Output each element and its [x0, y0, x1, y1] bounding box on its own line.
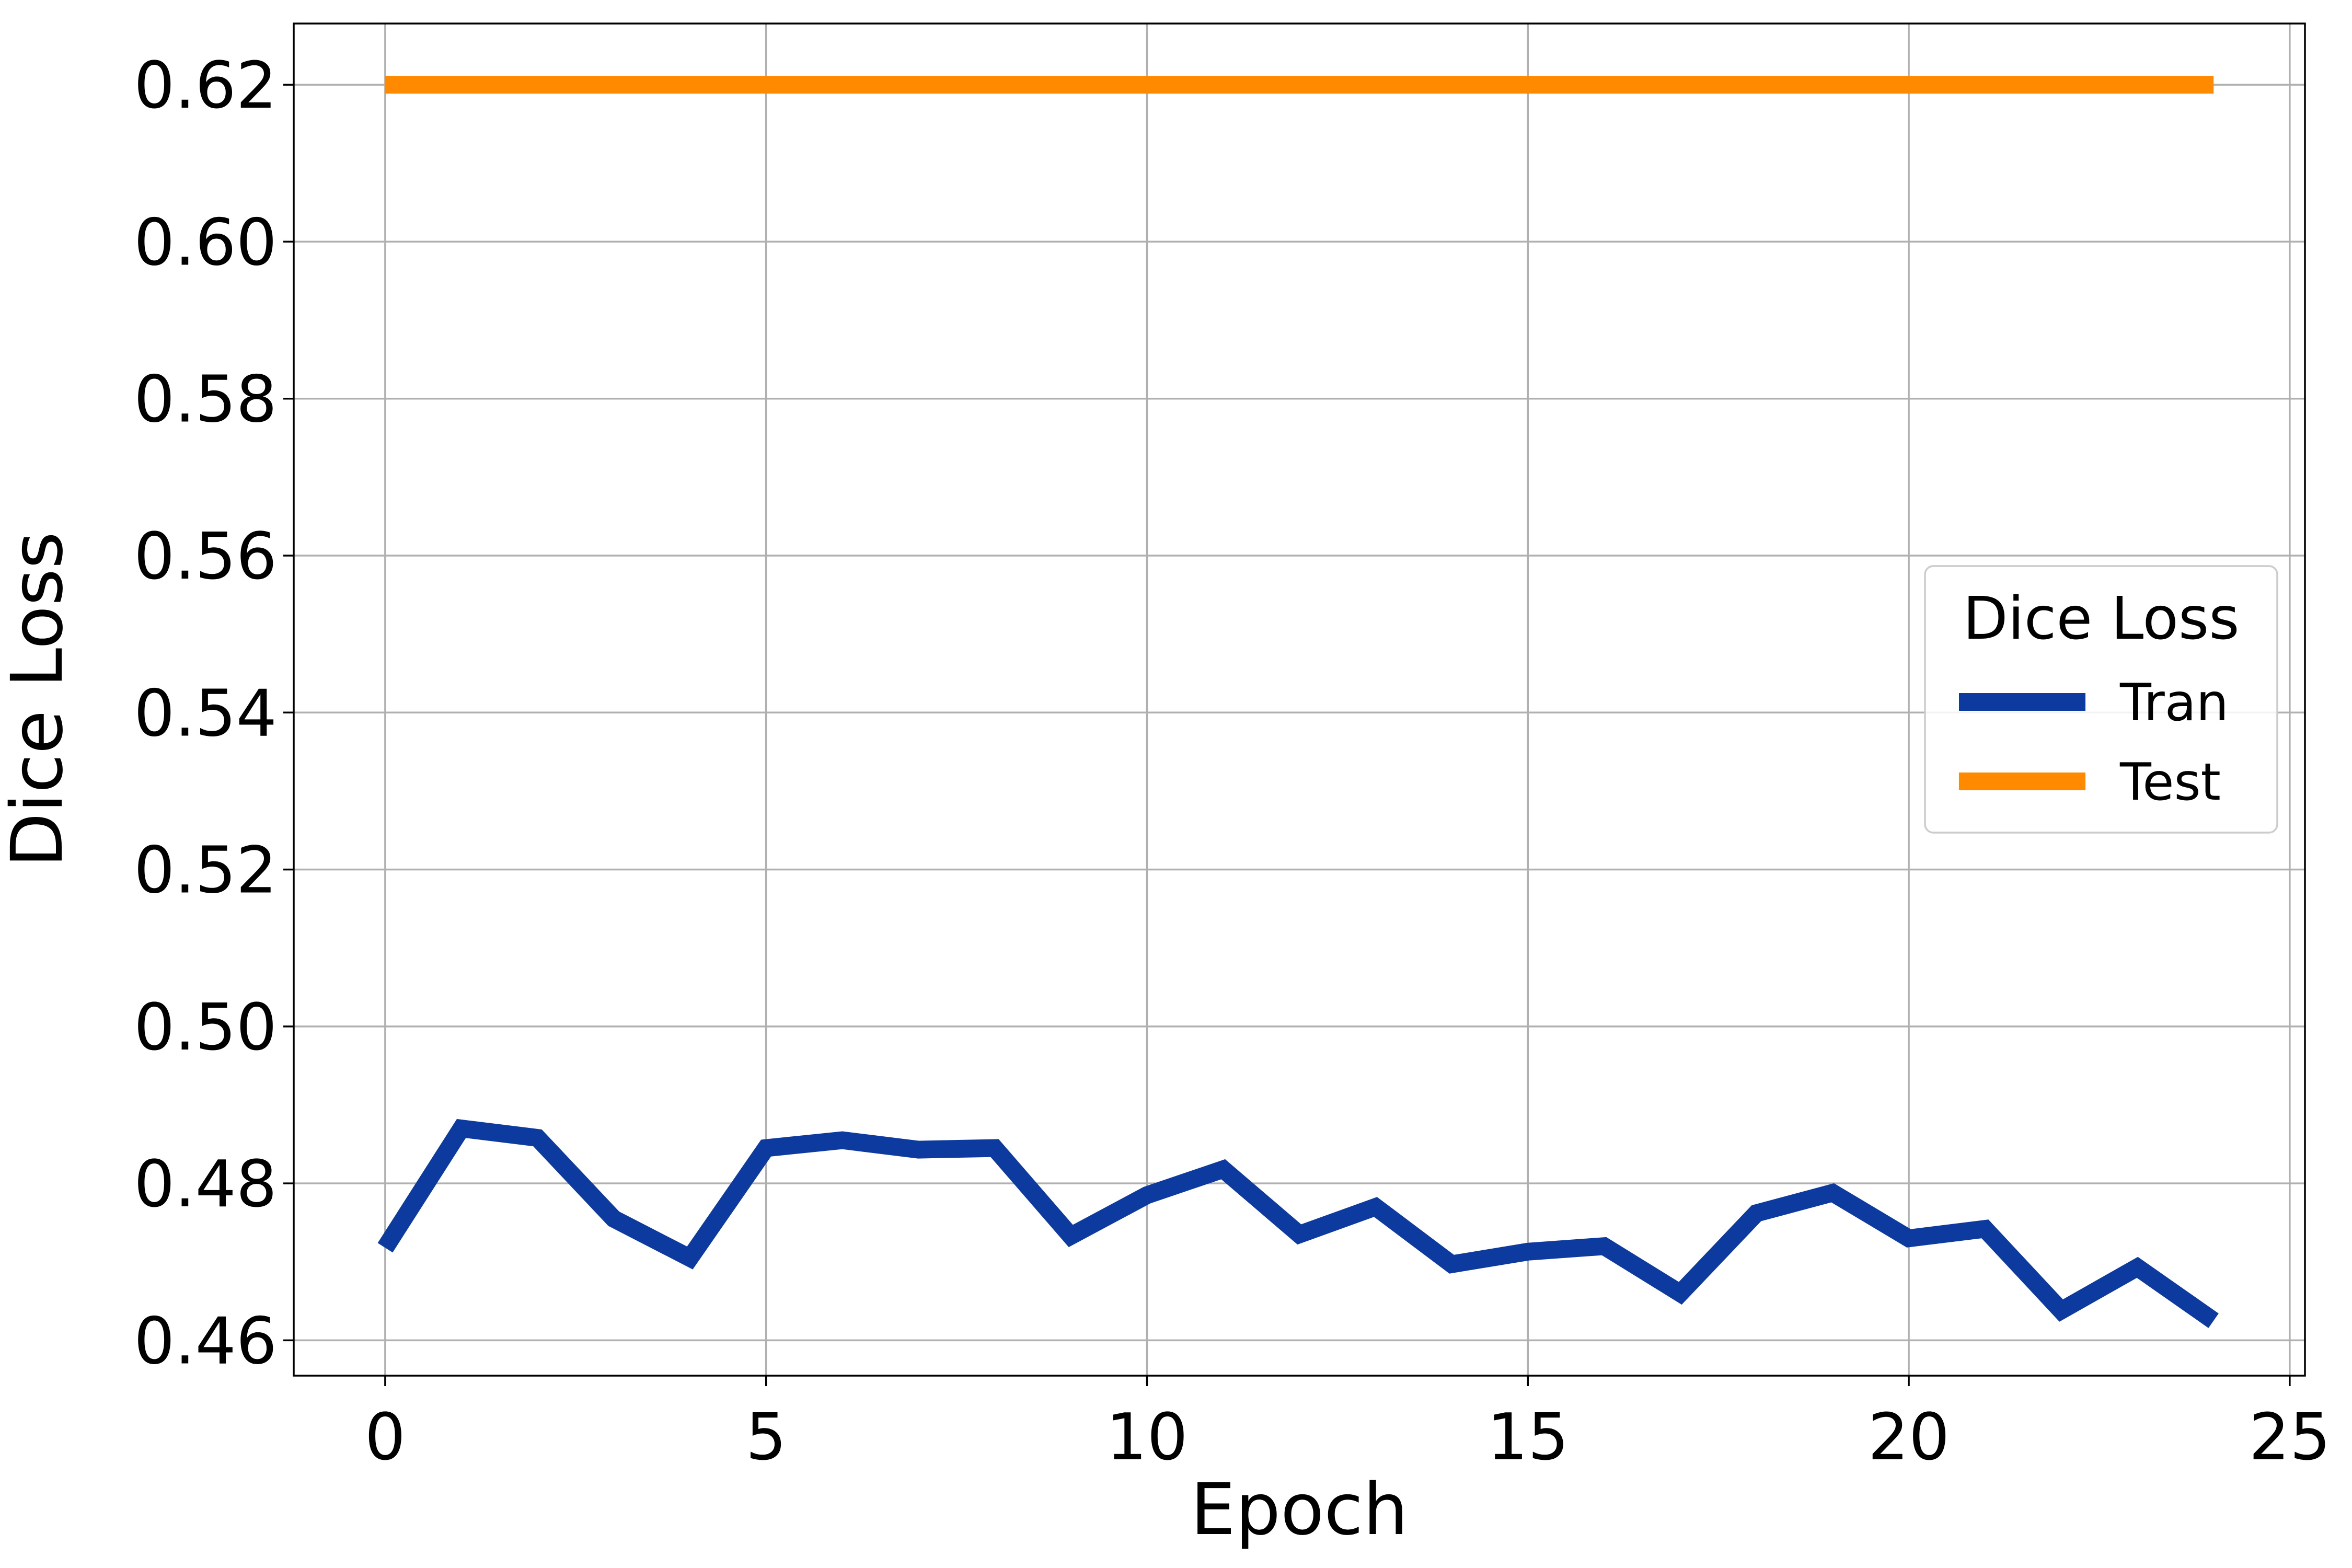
legend-label-tran: Tran — [2119, 673, 2229, 733]
legend-title: Dice Loss — [1963, 585, 2239, 653]
y-tick-label: 0.48 — [134, 1147, 277, 1222]
y-tick-label: 0.62 — [134, 49, 277, 123]
legend-entries: Tran Test — [1959, 673, 2229, 812]
y-tick-label: 0.46 — [134, 1304, 277, 1379]
x-tick-label: 15 — [1487, 1400, 1569, 1475]
x-tick-label: 10 — [1106, 1400, 1188, 1475]
grid — [294, 24, 2305, 1376]
y-tick-label: 0.56 — [134, 520, 277, 594]
plot-frame — [293, 22, 2306, 1377]
x-tick-label: 25 — [2249, 1400, 2331, 1475]
legend-box — [1924, 565, 2278, 834]
y-tick-label: 0.50 — [134, 990, 277, 1065]
legend-label-test: Test — [2119, 753, 2221, 812]
y-tick-label: 0.52 — [134, 834, 277, 908]
series-lines — [377, 76, 2219, 1328]
axis-ticks: 0 5 10 15 20 25 0.46 0.48 0.50 0.52 0.54 0.56 0.58 0.… — [134, 49, 2331, 1475]
x-tick-label: 20 — [1868, 1400, 1950, 1475]
y-tick-label: 0.54 — [134, 676, 277, 751]
y-tick-label: 0.60 — [134, 205, 277, 280]
x-axis-title: Epoch — [1191, 1469, 1408, 1551]
legend: Dice Loss Tran Test — [1924, 565, 2278, 834]
y-tick-label: 0.58 — [134, 363, 277, 437]
x-tick-label: 5 — [746, 1400, 787, 1475]
x-tick-label: 0 — [365, 1400, 406, 1475]
y-axis-title: Dice Loss — [0, 532, 79, 867]
series-line-tran — [377, 1119, 2219, 1328]
